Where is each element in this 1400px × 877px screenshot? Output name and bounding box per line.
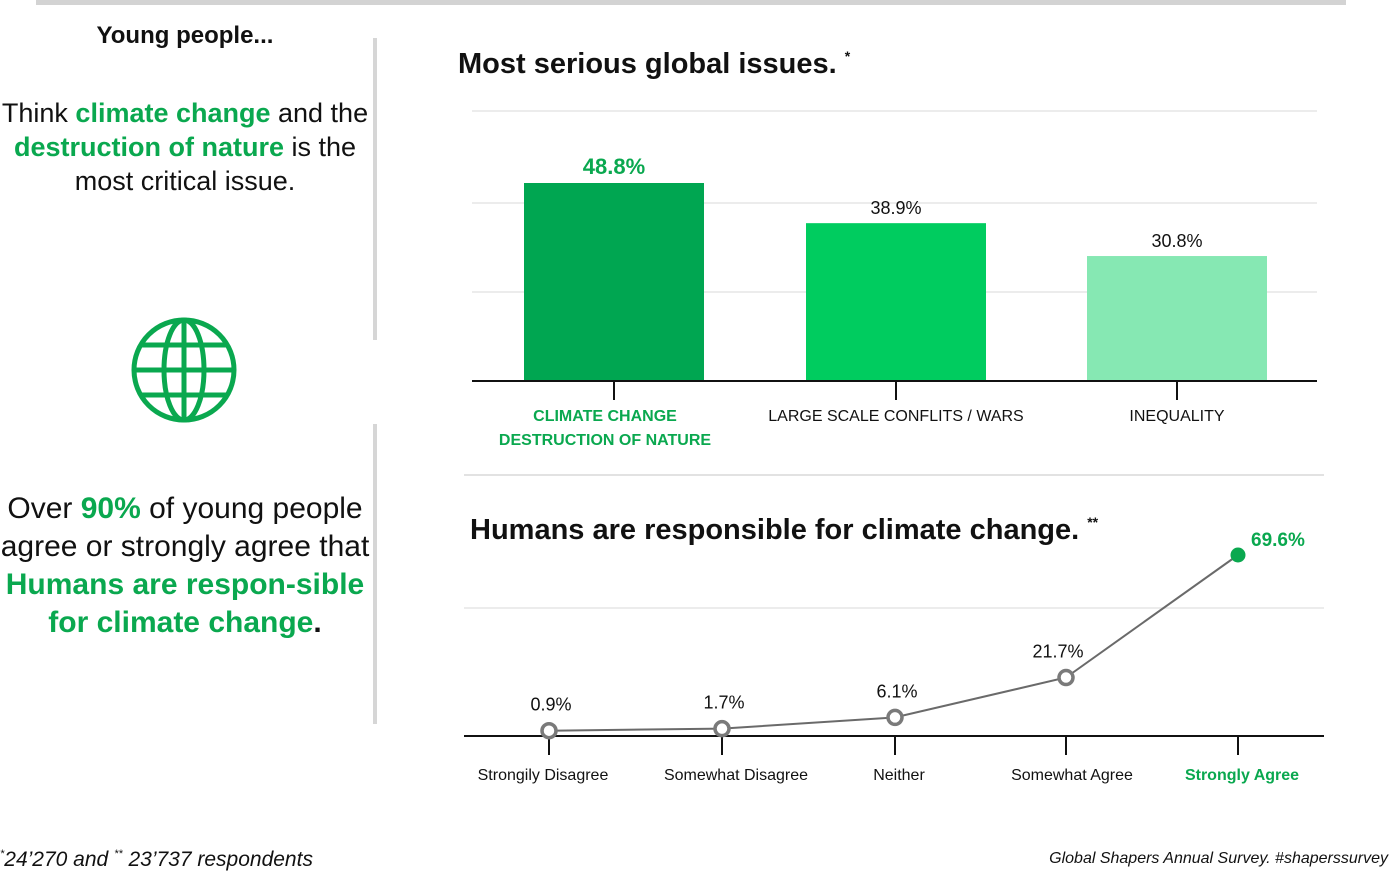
- footnote-source: Global Shapers Annual Survey. #shaperssu…: [1049, 850, 1388, 867]
- data-point: [886, 708, 904, 727]
- highlighted-text: destruction of nature: [13, 132, 284, 162]
- x-tick-label: LARGE SCALE CONFLITS / WARS: [768, 408, 1023, 425]
- left-panel-title: Young people...: [96, 22, 274, 49]
- point-value-label: 0.9%: [530, 695, 571, 715]
- bar-chart-title: Most serious global issues. *: [458, 48, 851, 80]
- bar: [806, 223, 986, 381]
- bar-value-label: 48.8%: [583, 154, 645, 179]
- left-panel-statement-2: Over 90% of young people agree or strong…: [0, 490, 370, 642]
- x-tick-label: Somewhat Agree: [1011, 767, 1133, 784]
- x-tick-label: Somewhat Disagree: [664, 767, 808, 784]
- bar-value-label: 38.9%: [870, 198, 921, 218]
- point-value-label: 1.7%: [703, 693, 744, 713]
- highlighted-text: climate change: [75, 98, 271, 128]
- globe-icon: [131, 317, 237, 423]
- top-divider: [36, 0, 1346, 5]
- vertical-divider-top: [373, 38, 377, 340]
- statement-text: .: [313, 606, 322, 639]
- bar: [1087, 256, 1267, 381]
- data-point: [540, 721, 558, 740]
- point-value-label: 6.1%: [876, 681, 917, 701]
- vertical-divider-bottom: [373, 424, 377, 724]
- statement-text: of young people agree or strongly agree …: [0, 492, 370, 563]
- left-panel-statement-1: Think climate change and the destruction…: [0, 96, 370, 198]
- bar-value-label: 30.8%: [1151, 231, 1202, 251]
- charts-divider: [464, 474, 1324, 476]
- line-chart-title: Humans are responsible for climate chang…: [470, 514, 1099, 546]
- data-point: [1057, 668, 1075, 687]
- bar: [524, 183, 704, 381]
- statement-text: Think: [1, 98, 76, 128]
- statement-text: Over: [7, 492, 81, 525]
- highlighted-text: 90%: [80, 492, 141, 525]
- statement-text: and the: [270, 98, 369, 128]
- x-tick-label: Strongly Agree: [1185, 767, 1299, 784]
- highlighted-text: Humans are respon-sible for climate chan…: [5, 568, 365, 639]
- series-line: [548, 554, 1239, 732]
- x-tick-label: Strongily Disagree: [478, 767, 609, 784]
- x-tick-label: CLIMATE CHANGE: [533, 408, 677, 425]
- point-value-label: 21.7%: [1032, 642, 1083, 662]
- data-point: [1230, 547, 1246, 563]
- x-tick-label: INEQUALITY: [1129, 408, 1224, 425]
- x-tick-label: DESTRUCTION OF NATURE: [499, 432, 711, 449]
- point-value-label: 69.6%: [1251, 530, 1305, 551]
- x-tick-label: Neither: [873, 767, 925, 784]
- data-point: [713, 719, 731, 738]
- statement-text: is the most critical issue.: [74, 132, 357, 196]
- footnote-respondents: *24’270 and ** 23’737 respondents: [0, 848, 313, 871]
